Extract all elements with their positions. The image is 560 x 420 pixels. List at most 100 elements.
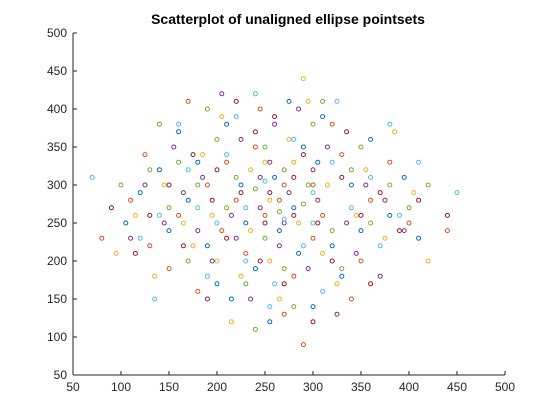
data-point — [272, 174, 278, 180]
data-point — [281, 311, 287, 317]
data-point — [392, 129, 398, 135]
data-point — [281, 281, 287, 287]
data-point — [329, 121, 335, 127]
data-point — [219, 114, 225, 120]
data-point — [161, 182, 167, 188]
y-tick-label: 250 — [47, 216, 67, 230]
data-point — [416, 159, 422, 165]
data-point — [224, 235, 230, 241]
data-point — [238, 136, 244, 142]
data-point — [214, 167, 220, 173]
data-point — [276, 243, 282, 249]
data-point — [363, 167, 369, 173]
data-point — [387, 159, 393, 165]
data-point — [180, 243, 186, 249]
data-point — [353, 250, 359, 256]
data-point — [161, 220, 167, 226]
data-point — [310, 190, 316, 196]
data-point — [248, 167, 254, 173]
data-point — [233, 98, 239, 104]
data-point — [108, 205, 114, 211]
data-point — [324, 144, 330, 150]
data-point — [377, 243, 383, 249]
data-point — [209, 212, 215, 218]
data-point — [382, 235, 388, 241]
data-point — [315, 159, 321, 165]
data-point — [339, 152, 345, 158]
data-point — [276, 197, 282, 203]
data-point — [156, 121, 162, 127]
data-point — [300, 144, 306, 150]
data-point — [454, 190, 460, 196]
data-point — [204, 273, 210, 279]
series-4 — [118, 98, 431, 332]
data-point — [214, 258, 220, 264]
series-1 — [99, 98, 450, 348]
data-point — [224, 152, 230, 158]
x-tick-label: 150 — [159, 380, 179, 394]
data-point — [291, 174, 297, 180]
data-point — [281, 167, 287, 173]
x-tick-label: 500 — [495, 380, 515, 394]
data-point — [406, 220, 412, 226]
data-point — [267, 159, 273, 165]
y-tick-label: 300 — [47, 178, 67, 192]
data-point — [195, 182, 201, 188]
data-point — [132, 250, 138, 256]
data-point — [401, 174, 407, 180]
data-point — [339, 273, 345, 279]
data-point — [310, 182, 316, 188]
data-point — [137, 235, 143, 241]
data-point — [267, 258, 273, 264]
data-point — [248, 296, 254, 302]
data-point — [166, 182, 172, 188]
data-point — [123, 220, 129, 226]
data-point — [209, 258, 215, 264]
data-point — [339, 266, 345, 272]
data-point — [185, 197, 191, 203]
data-point — [329, 243, 335, 249]
data-point — [257, 258, 263, 264]
data-point — [214, 136, 220, 142]
x-tick-label: 200 — [207, 380, 227, 394]
data-point — [368, 281, 374, 287]
data-point — [291, 136, 297, 142]
x-tick-label: 400 — [399, 380, 419, 394]
data-point — [368, 174, 374, 180]
data-point — [113, 250, 119, 256]
data-point — [339, 174, 345, 180]
data-point — [425, 182, 431, 188]
data-point — [262, 159, 268, 165]
data-point — [310, 121, 316, 127]
data-point — [252, 266, 258, 272]
data-point — [209, 197, 215, 203]
data-point — [396, 212, 402, 218]
data-point — [142, 182, 148, 188]
data-point — [233, 235, 239, 241]
data-point — [204, 296, 210, 302]
data-point — [281, 266, 287, 272]
data-point — [276, 296, 282, 302]
data-point — [228, 212, 234, 218]
data-point — [195, 228, 201, 234]
data-points — [89, 76, 460, 348]
data-point — [224, 205, 230, 211]
series-0 — [123, 98, 422, 325]
data-point — [348, 205, 354, 211]
data-point — [147, 167, 153, 173]
data-point — [286, 136, 292, 142]
data-point — [252, 326, 258, 332]
y-tick-label: 100 — [47, 330, 67, 344]
data-point — [185, 258, 191, 264]
data-point — [176, 159, 182, 165]
y-tick-label: 500 — [47, 26, 67, 40]
data-point — [291, 205, 297, 211]
data-point — [310, 167, 316, 173]
data-point — [252, 91, 258, 97]
data-point — [272, 281, 278, 287]
data-point — [228, 319, 234, 325]
data-point — [243, 250, 249, 256]
data-point — [353, 212, 359, 218]
data-point — [406, 205, 412, 211]
